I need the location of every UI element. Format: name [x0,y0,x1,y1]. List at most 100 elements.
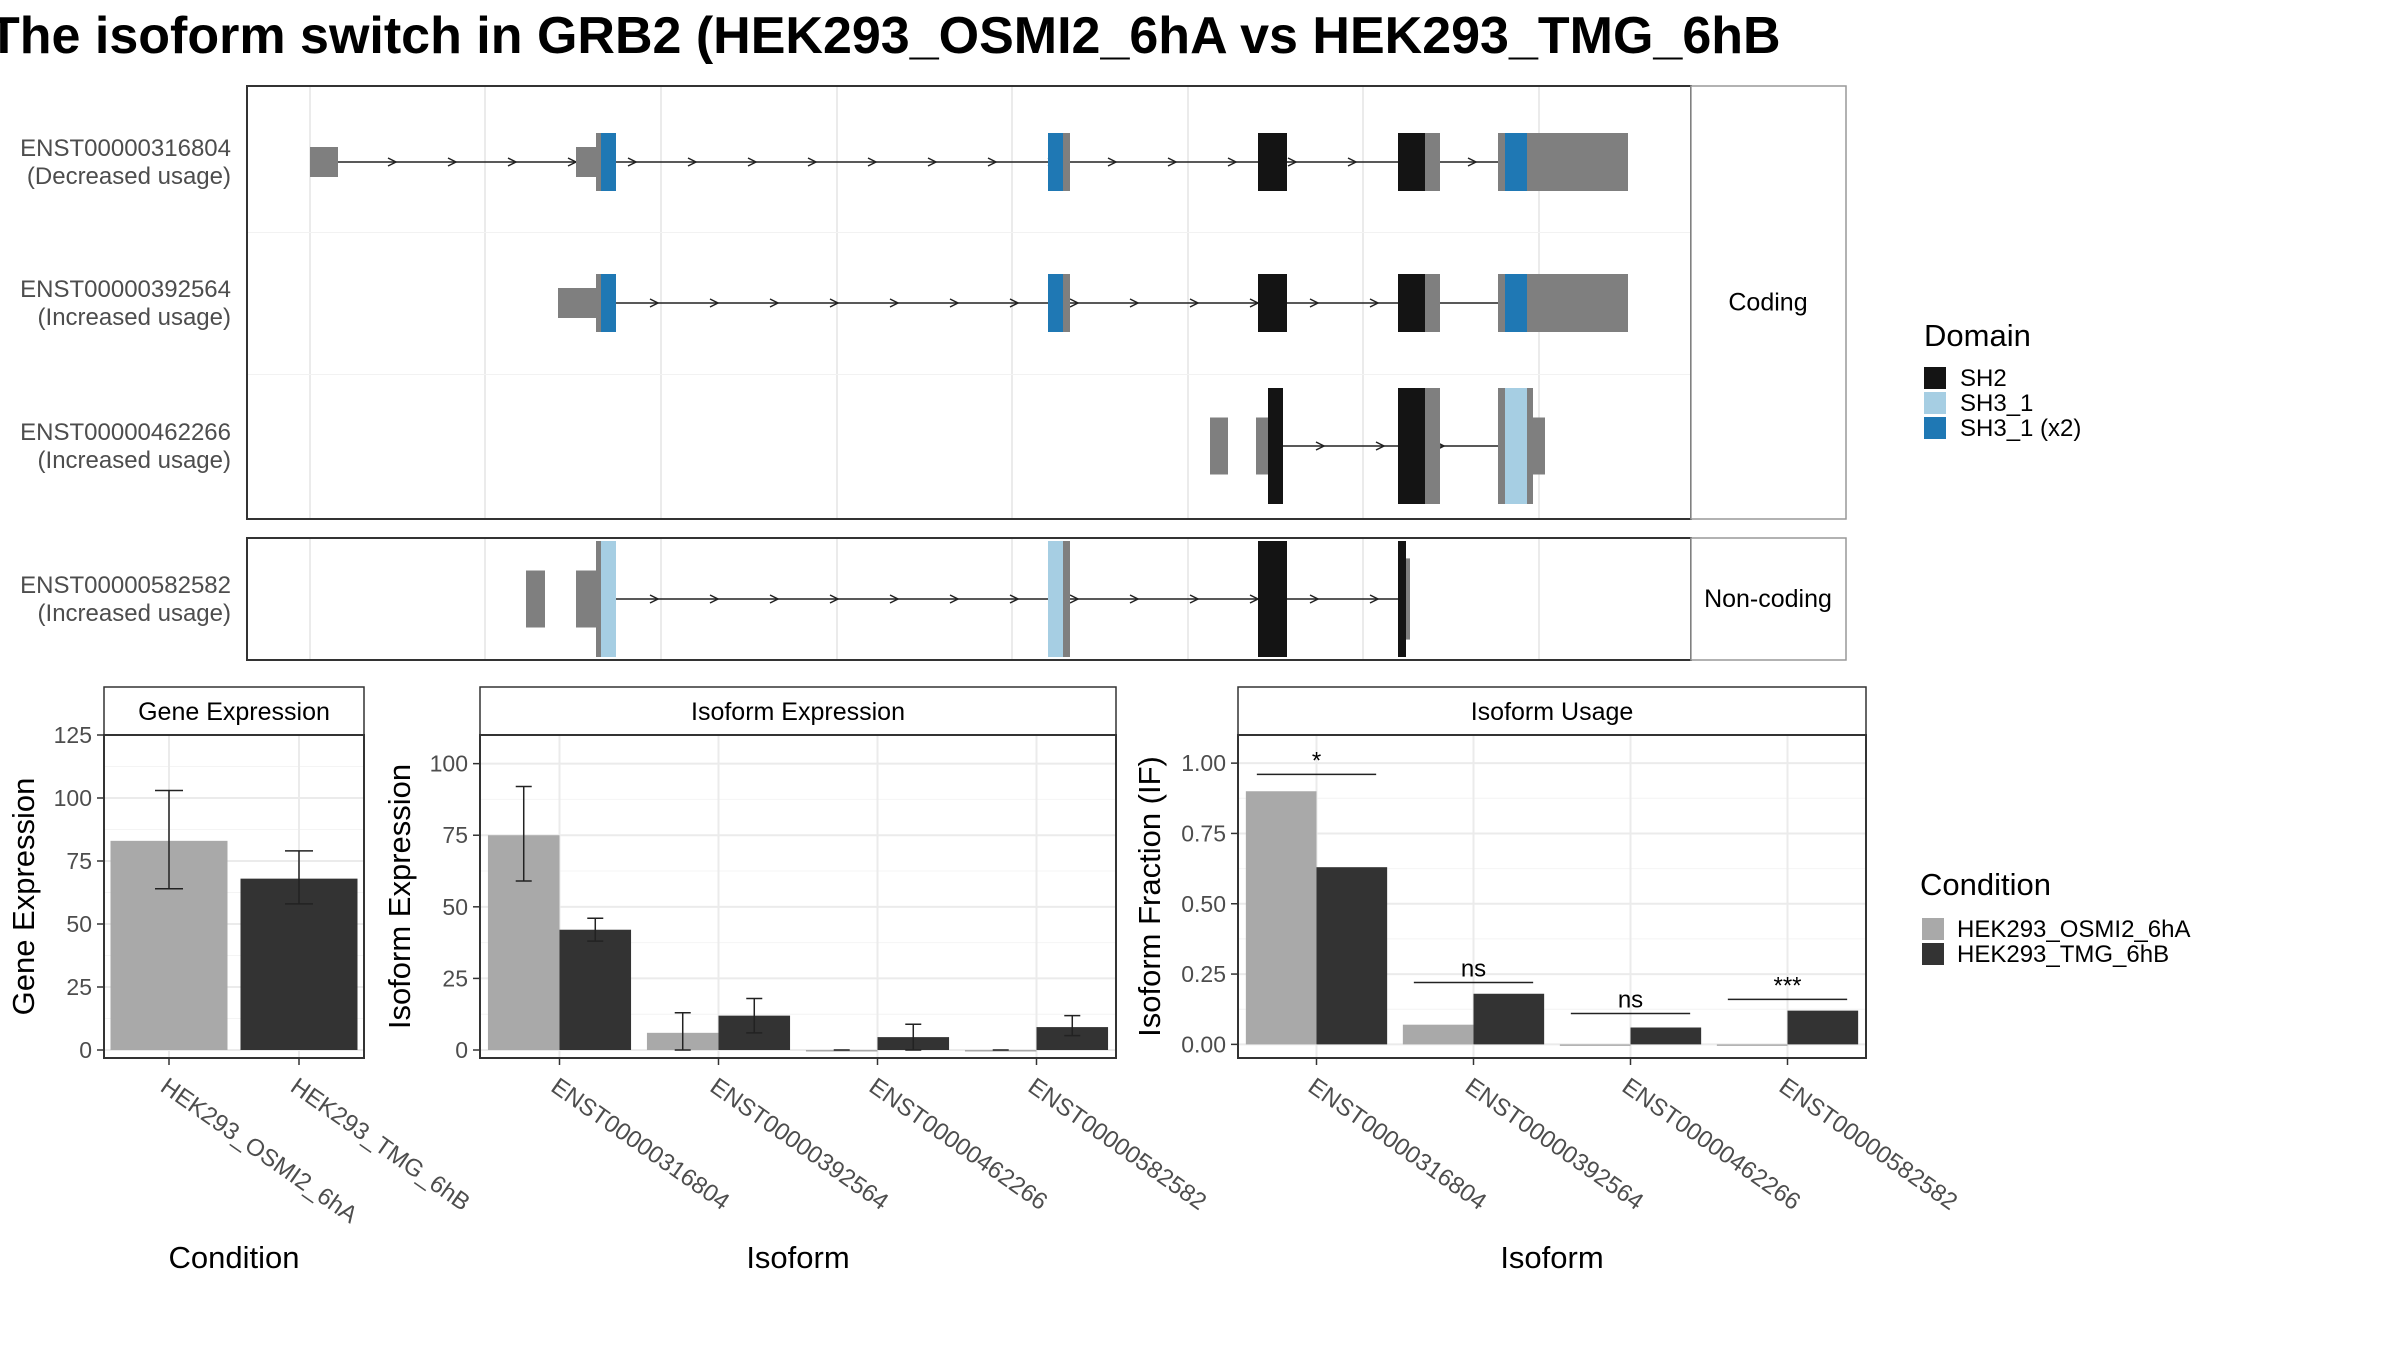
y-axis-title: Isoform Fraction (IF) [1132,756,1167,1037]
y-tick-label: 50 [442,894,468,920]
transcript-usage-label: (Increased usage) [38,600,231,627]
direction-arrow [1189,298,1200,308]
direction-arrow [1467,157,1478,167]
transcript-id-label: ENST00000462266 [20,419,231,446]
domain-sh2 [1258,541,1287,657]
bar-HEK293_OSMI2_6hA-ENST00000462266 [1559,1044,1631,1046]
facet-strip-noncoding [1690,537,1847,661]
y-tick-label: 0.75 [1181,820,1226,846]
domain-legend-swatch [1924,417,1946,439]
direction-arrow [1347,157,1358,167]
domain-sh3 [1505,388,1527,504]
chart-title: Isoform Expression [691,698,905,726]
domain-legend-title: Domain [1924,318,2031,353]
exon-block [1063,541,1070,657]
direction-arrow [649,298,660,308]
bar-HEK293_TMG_6hB-ENST00000582582 [1036,1027,1109,1050]
transcript-id-label: ENST00000582582 [20,572,231,599]
direction-arrow [1167,157,1178,167]
bar-HEK293_OSMI2_6hA-ENST00000582582 [1716,1044,1788,1046]
direction-arrow [1309,594,1320,604]
utr-block [1210,417,1228,475]
domain-sh3-x2 [1048,274,1063,332]
figure-title: The isoform switch in GRB2 (HEK293_OSMI2… [0,7,1781,65]
utr-block [1256,417,1268,475]
domain-sh3 [601,541,616,657]
chart-panel-border [103,734,365,1059]
x-axis-title: Isoform [746,1240,849,1275]
transcript-usage-label: (Increased usage) [38,304,231,331]
transcript-id-label: ENST00000392564 [20,276,231,303]
domain-sh2 [1398,388,1425,504]
chart-title: Gene Expression [138,698,330,726]
exon-block [1063,274,1070,332]
domain-sh3-x2 [601,274,616,332]
x-axis-title: Condition [169,1240,300,1275]
exon-block [596,274,601,332]
direction-arrow [1369,298,1380,308]
direction-arrow [709,594,720,604]
direction-arrow [769,594,780,604]
direction-arrow [867,157,878,167]
direction-arrow [829,594,840,604]
condition-legend-label: HEK293_TMG_6hB [1957,941,2169,968]
y-tick-label: 0 [79,1037,92,1063]
direction-arrow [1069,298,1080,308]
x-axis-title: Isoform [1500,1240,1603,1275]
domain-sh2 [1398,133,1425,191]
domain-sh2 [1398,274,1425,332]
direction-arrow [829,298,840,308]
domain-sh3-x2 [1505,133,1527,191]
y-tick-label: 50 [66,911,92,937]
y-tick-label: 75 [66,848,92,874]
direction-arrow [709,298,720,308]
bar-HEK293_TMG_6hB-ENST00000316804 [559,929,632,1050]
y-tick-label: 0 [455,1037,468,1063]
domain-sh3-x2 [601,133,616,191]
significance-label: *** [1773,972,1801,999]
bar-HEK293_OSMI2_6hA-ENST00000392564 [1402,1024,1474,1045]
direction-arrow [949,594,960,604]
direction-arrow [1287,157,1298,167]
y-tick-label: 0.25 [1181,961,1226,987]
y-tick-label: 100 [430,751,468,777]
direction-arrow [1369,594,1380,604]
condition-legend-title: Condition [1920,867,2051,902]
direction-arrow [987,157,998,167]
significance-label: * [1312,747,1321,774]
exon-block [1527,274,1535,332]
domain-sh3-x2 [1048,133,1063,191]
facet-strip-coding [1690,85,1847,520]
bar-HEK293_TMG_6hB-ENST00000316804 [1316,867,1388,1045]
direction-arrow [1069,594,1080,604]
exon-block [596,541,601,657]
direction-arrow [1129,298,1140,308]
condition-legend-swatch [1922,943,1944,965]
y-tick-label: 0.00 [1181,1031,1226,1057]
direction-arrow [387,157,398,167]
domain-legend-label: SH2 [1960,365,2007,392]
direction-arrow [807,157,818,167]
direction-arrow [1227,157,1238,167]
utr-block [1535,274,1628,332]
domain-sh2 [1398,541,1406,657]
direction-arrow [649,594,660,604]
exon-block [1406,558,1410,640]
y-tick-label: 0.50 [1181,891,1226,917]
y-axis-title: Gene Expression [6,778,41,1016]
significance-label: ns [1461,956,1486,983]
bar-HEK293_OSMI2_6hA-ENST00000316804 [1245,791,1317,1045]
domain-legend-label: SH3_1 (x2) [1960,415,2081,442]
chart-title-strip [1237,686,1867,736]
bar-HEK293_TMG_6hB-ENST00000582582 [1787,1010,1859,1045]
y-axis-title: Isoform Expression [382,764,417,1029]
domain-sh3-x2 [1505,274,1527,332]
direction-arrow [927,157,938,167]
condition-legend-label: HEK293_OSMI2_6hA [1957,916,2190,943]
chart-title-strip [479,686,1117,736]
direction-arrow [1009,594,1020,604]
exon-block [1498,388,1505,504]
condition-legend-swatch [1922,918,1944,940]
chart-title: Isoform Usage [1471,698,1634,726]
